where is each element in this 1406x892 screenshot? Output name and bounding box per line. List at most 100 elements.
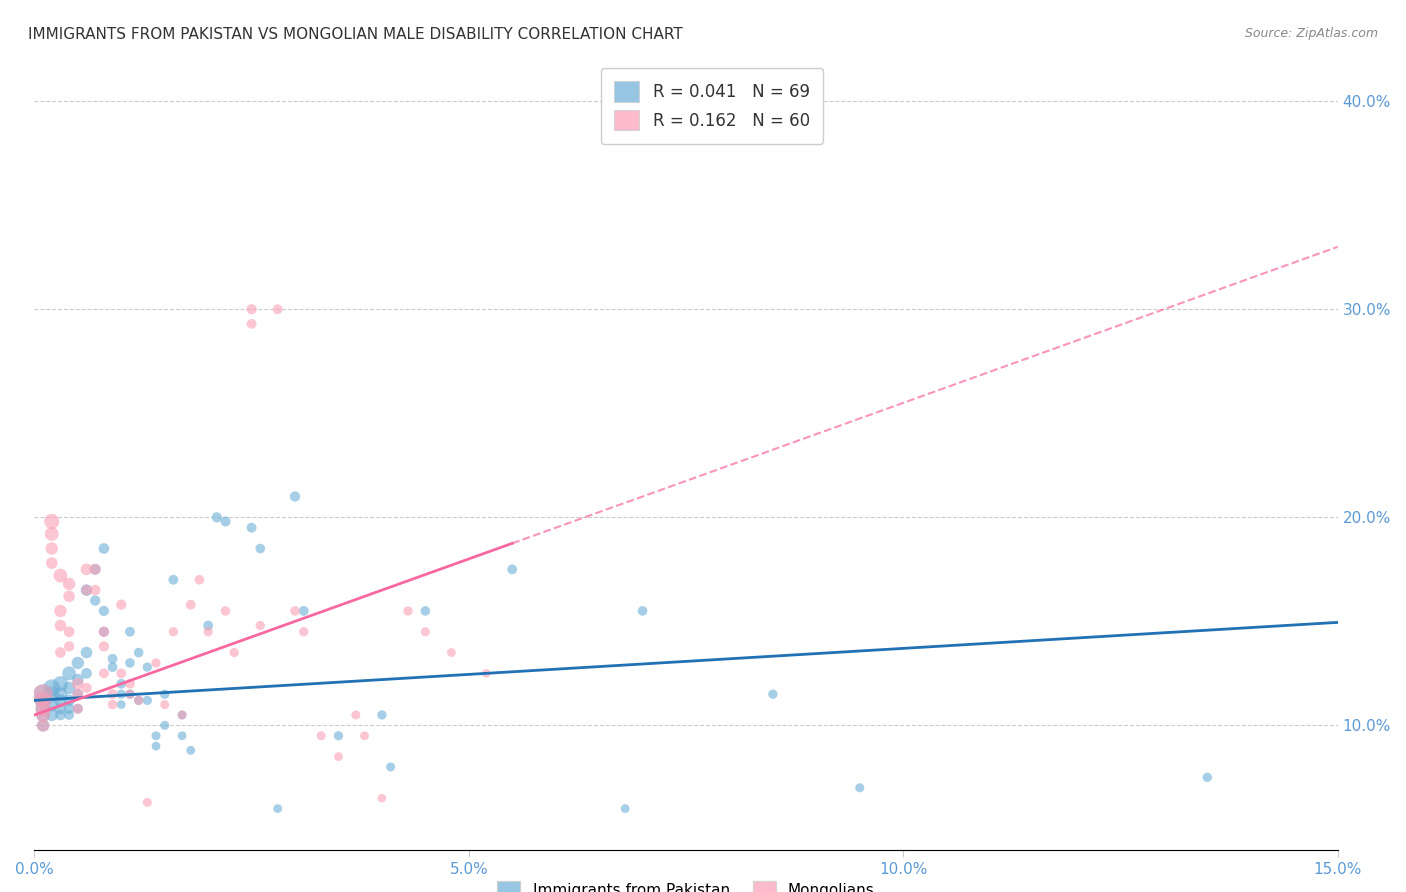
Point xyxy=(49,618,72,632)
Point xyxy=(371,708,394,723)
Point xyxy=(475,666,498,681)
Point xyxy=(32,702,55,716)
Point xyxy=(41,698,63,712)
Point xyxy=(197,618,219,632)
Point xyxy=(41,681,63,695)
Point xyxy=(328,749,350,764)
Point xyxy=(614,801,637,815)
Point xyxy=(41,708,63,723)
Point xyxy=(240,317,263,331)
Point xyxy=(93,640,115,654)
Point xyxy=(32,693,55,707)
Point xyxy=(101,698,124,712)
Point xyxy=(49,568,72,582)
Point xyxy=(66,687,89,701)
Point xyxy=(58,702,80,716)
Point xyxy=(284,490,307,504)
Point xyxy=(32,708,55,723)
Text: Source: ZipAtlas.com: Source: ZipAtlas.com xyxy=(1244,27,1378,40)
Point xyxy=(118,687,141,701)
Point xyxy=(415,604,437,618)
Point xyxy=(32,702,55,716)
Point xyxy=(32,693,55,707)
Point xyxy=(84,583,107,598)
Point xyxy=(76,583,98,598)
Point xyxy=(631,604,654,618)
Point xyxy=(49,708,72,723)
Point xyxy=(240,302,263,317)
Point xyxy=(145,729,167,743)
Point xyxy=(66,702,89,716)
Point xyxy=(76,666,98,681)
Point xyxy=(58,577,80,591)
Point xyxy=(136,693,159,707)
Point xyxy=(49,604,72,618)
Point xyxy=(214,604,236,618)
Point xyxy=(58,624,80,639)
Point xyxy=(41,556,63,570)
Point xyxy=(58,693,80,707)
Point xyxy=(136,795,159,809)
Point xyxy=(180,598,202,612)
Point xyxy=(128,646,150,660)
Point xyxy=(762,687,785,701)
Point xyxy=(249,541,271,556)
Point xyxy=(49,702,72,716)
Legend: Immigrants from Pakistan, Mongolians: Immigrants from Pakistan, Mongolians xyxy=(491,875,880,892)
Point xyxy=(101,652,124,666)
Point xyxy=(93,624,115,639)
Point xyxy=(396,604,419,618)
Point xyxy=(110,598,132,612)
Point xyxy=(224,646,246,660)
Point xyxy=(58,666,80,681)
Point xyxy=(84,562,107,576)
Point xyxy=(128,693,150,707)
Point xyxy=(440,646,463,660)
Point xyxy=(76,562,98,576)
Point xyxy=(292,604,315,618)
Point xyxy=(84,593,107,607)
Point xyxy=(58,681,80,695)
Point xyxy=(32,718,55,732)
Point xyxy=(110,677,132,691)
Point xyxy=(153,698,176,712)
Point xyxy=(93,624,115,639)
Text: IMMIGRANTS FROM PAKISTAN VS MONGOLIAN MALE DISABILITY CORRELATION CHART: IMMIGRANTS FROM PAKISTAN VS MONGOLIAN MA… xyxy=(28,27,683,42)
Point xyxy=(136,660,159,674)
Point xyxy=(1197,770,1219,784)
Point xyxy=(118,677,141,691)
Point xyxy=(501,562,523,576)
Point xyxy=(172,708,194,723)
Point xyxy=(41,687,63,701)
Point xyxy=(101,687,124,701)
Point xyxy=(162,624,184,639)
Point xyxy=(197,624,219,639)
Point xyxy=(205,510,228,524)
Point xyxy=(49,693,72,707)
Point xyxy=(172,729,194,743)
Point xyxy=(66,687,89,701)
Point xyxy=(93,541,115,556)
Point xyxy=(84,562,107,576)
Point xyxy=(240,521,263,535)
Point xyxy=(32,718,55,732)
Point xyxy=(371,791,394,805)
Point xyxy=(93,604,115,618)
Point xyxy=(76,681,98,695)
Point xyxy=(849,780,872,795)
Point xyxy=(41,541,63,556)
Point xyxy=(110,698,132,712)
Point xyxy=(153,687,176,701)
Point xyxy=(41,527,63,541)
Point xyxy=(76,646,98,660)
Point xyxy=(93,666,115,681)
Point xyxy=(118,656,141,670)
Point xyxy=(41,515,63,529)
Point xyxy=(58,640,80,654)
Point xyxy=(188,573,211,587)
Point xyxy=(328,729,350,743)
Point xyxy=(32,708,55,723)
Point xyxy=(118,687,141,701)
Point xyxy=(32,687,55,701)
Point xyxy=(128,693,150,707)
